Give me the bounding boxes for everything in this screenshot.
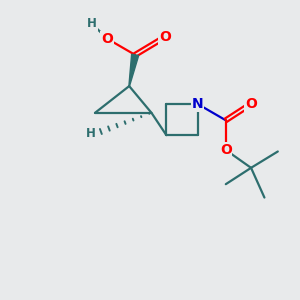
- Text: N: N: [192, 97, 203, 111]
- Text: O: O: [220, 143, 232, 157]
- Text: H: H: [87, 17, 97, 30]
- Text: O: O: [101, 32, 113, 46]
- Text: O: O: [159, 30, 171, 44]
- Polygon shape: [129, 54, 139, 86]
- Text: O: O: [245, 97, 257, 111]
- Text: H: H: [85, 127, 95, 140]
